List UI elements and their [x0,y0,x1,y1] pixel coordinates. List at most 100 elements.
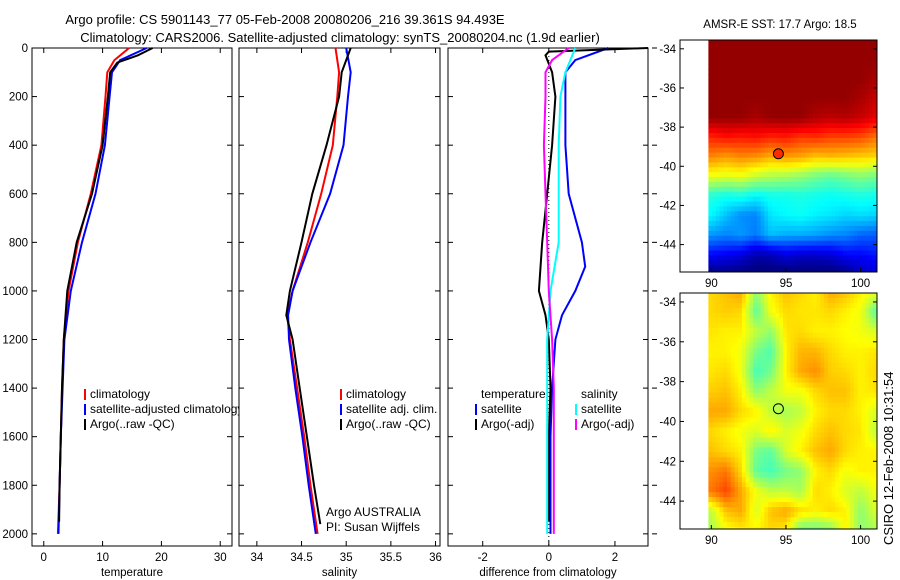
heatmap-cell [824,270,829,273]
heatmap-cell [775,113,780,119]
heatmap-cell [764,196,769,202]
heatmap-cell [865,250,870,256]
heatmap-cell [768,162,773,168]
heatmap-cell [738,250,743,256]
heatmap-cell [712,69,717,75]
heatmap-cell [816,79,821,85]
heatmap-cell [779,357,784,364]
heatmap-cell [850,240,855,247]
heatmap-cell [771,128,776,134]
heatmap-cell [745,477,750,483]
heatmap-cell [838,74,844,80]
heatmap-cell [797,327,803,334]
heatmap-cell [797,260,803,266]
heatmap-cell [861,303,866,309]
heatmap-cell [850,367,855,374]
heatmap-cell [771,392,776,399]
heatmap-cell [816,240,821,247]
heatmap-cell [715,472,720,478]
heatmap-cell [708,417,713,423]
legend-heading: temperature [481,387,546,401]
heatmap-cell [786,482,791,488]
heatmap-cell [790,337,795,344]
heatmap-cell [779,482,784,488]
heatmap-cell [797,167,803,173]
heatmap-cell [734,407,739,413]
heatmap-cell [838,377,844,384]
heatmap-cell [730,49,735,56]
heatmap-cell [812,512,817,518]
heatmap-cell [727,235,732,242]
heatmap-cell [797,342,803,349]
heatmap-cell [865,462,870,468]
heatmap-cell [712,432,717,438]
heatmap-cell [734,372,739,379]
heatmap-cell [756,201,762,207]
heatmap-cell [853,293,859,299]
heatmap-cell [865,181,870,188]
heatmap-cell [756,133,762,139]
heatmap-cell [790,123,795,129]
heatmap-cell [835,457,840,463]
heatmap-cell [812,298,817,304]
heatmap-cell [805,265,810,271]
heatmap-cell [842,142,847,149]
heatmap-cell [741,512,747,518]
heatmap-cell [749,447,754,453]
heatmap-cell [730,467,735,473]
heatmap-cell [853,64,859,70]
heatmap-cell [794,74,799,80]
heatmap-cell [775,387,780,394]
heatmap-cell [712,442,717,448]
heatmap-cell [861,191,866,198]
heatmap-cell [872,84,877,90]
heatmap-cell [756,327,762,334]
heatmap-cell [738,186,743,193]
heatmap-cell [745,255,750,261]
heatmap-cell [794,367,799,374]
heatmap-cell [786,147,791,154]
heatmap-cell [749,79,754,85]
heatmap-cell [805,216,810,222]
heatmap-cell [842,84,847,90]
heatmap-cell [861,265,866,271]
heatmap-cell [816,407,821,413]
heatmap-cell [842,377,847,384]
heatmap-cell [723,298,728,304]
heatmap-cell [861,352,866,359]
heatmap-cell [745,377,750,384]
heatmap-cell [753,392,758,399]
heatmap-cell [708,59,713,65]
heatmap-cell [779,462,784,468]
heatmap-cell [730,260,735,266]
heatmap-cell [842,181,847,188]
heatmap-cell [838,133,844,139]
heatmap-cell [775,216,780,222]
heatmap-cell [831,497,836,503]
heatmap-cell [827,64,832,70]
heatmap-cell [809,502,814,508]
heatmap-cell [779,447,784,453]
heatmap-cell [790,142,795,149]
heatmap-cell [872,512,877,518]
heatmap-cell [741,133,747,139]
heatmap-cell [857,367,862,374]
heatmap-cell [805,342,810,349]
heatmap-cell [794,412,799,418]
heatmap-cell [783,260,788,266]
heatmap-cell [820,457,825,463]
heatmap-cell [805,44,810,51]
heatmap-cell [850,337,855,344]
heatmap-cell [816,377,821,384]
heatmap-cell [727,186,732,193]
heatmap-cell [734,108,739,114]
heatmap-cell [783,352,788,359]
heatmap-cell [824,367,829,374]
heatmap-cell [727,307,732,314]
heatmap-cell [853,307,859,314]
heatmap-cell [723,157,728,163]
heatmap-cell [756,167,762,173]
heatmap-cell [820,152,825,158]
heatmap-cell [850,347,855,354]
heatmap-cell [846,196,851,202]
